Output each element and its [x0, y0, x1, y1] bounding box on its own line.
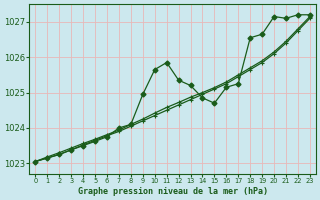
X-axis label: Graphe pression niveau de la mer (hPa): Graphe pression niveau de la mer (hPa) — [78, 187, 268, 196]
